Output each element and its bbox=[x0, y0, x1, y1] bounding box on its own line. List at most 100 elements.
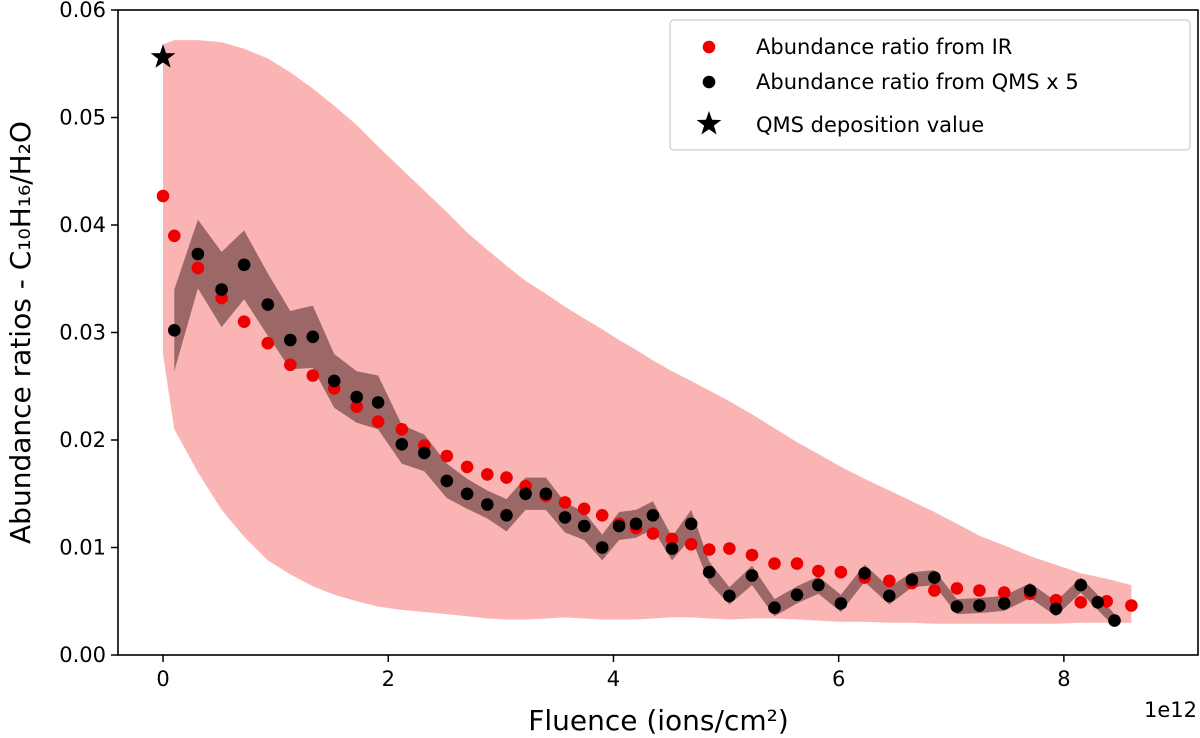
qms-point bbox=[883, 589, 896, 603]
qms-point bbox=[1091, 596, 1104, 609]
qms-point bbox=[371, 396, 385, 409]
y-tick-label: 0.06 bbox=[59, 0, 106, 22]
ir-point bbox=[595, 509, 609, 522]
qms-uncertainty-band bbox=[174, 219, 1115, 627]
qms-point bbox=[997, 597, 1011, 610]
qms-point bbox=[261, 298, 275, 311]
qms-point bbox=[1023, 584, 1037, 597]
x-tick-label: 4 bbox=[607, 667, 620, 691]
ir-point bbox=[284, 358, 297, 372]
legend: Abundance ratio from IR Abundance ratio … bbox=[669, 19, 1191, 151]
ir-point bbox=[371, 415, 385, 429]
ir-uncertainty-band bbox=[163, 40, 1132, 624]
qms-point bbox=[519, 487, 532, 501]
qms-point bbox=[790, 588, 804, 602]
ir-point bbox=[395, 423, 409, 436]
ir-point bbox=[1074, 596, 1088, 609]
ir-point bbox=[928, 584, 941, 597]
ir-point bbox=[997, 586, 1011, 599]
ir-point bbox=[973, 584, 986, 597]
x-tick-label: 8 bbox=[1057, 667, 1070, 691]
qms-point bbox=[612, 519, 626, 533]
qms-point bbox=[191, 247, 205, 261]
qms-point bbox=[558, 511, 572, 524]
qms-point bbox=[950, 600, 964, 613]
qms-point bbox=[973, 599, 986, 612]
qms-point bbox=[395, 438, 409, 451]
y-tick-label: 0.02 bbox=[59, 428, 106, 452]
qms-point bbox=[684, 517, 698, 531]
y-tick-label: 0.00 bbox=[59, 643, 106, 667]
qms-point bbox=[834, 597, 848, 610]
qms-point bbox=[702, 565, 716, 579]
ir-point bbox=[261, 336, 275, 350]
qms-point bbox=[1108, 614, 1121, 627]
x-axis-offset-label: 1e12 bbox=[1144, 698, 1197, 722]
qms-point bbox=[745, 569, 759, 582]
qms-point bbox=[481, 498, 494, 511]
legend-label-ir: Abundance ratio from IR bbox=[756, 35, 1012, 59]
ir-point bbox=[460, 460, 474, 474]
qms-point bbox=[215, 283, 228, 296]
ir-point bbox=[834, 565, 848, 579]
y-tick-label: 0.05 bbox=[59, 106, 106, 130]
qms-point bbox=[350, 390, 364, 404]
ir-point bbox=[558, 496, 572, 509]
qms-point bbox=[1074, 578, 1088, 592]
ir-point bbox=[745, 548, 759, 562]
ir-point bbox=[237, 315, 251, 329]
ir-point bbox=[156, 189, 170, 203]
qms-point bbox=[306, 330, 320, 344]
qms-point bbox=[1049, 602, 1063, 616]
qms-point bbox=[539, 487, 553, 501]
deposition-star bbox=[150, 44, 176, 68]
qms-point bbox=[665, 542, 679, 555]
qms-point bbox=[284, 333, 297, 347]
uncertainty-bands bbox=[163, 40, 1132, 627]
x-tick-label: 0 bbox=[156, 667, 169, 691]
ir-point bbox=[440, 449, 454, 463]
ir-point bbox=[646, 527, 660, 540]
qms-point bbox=[595, 541, 609, 554]
ir-point bbox=[168, 229, 181, 243]
qms-point bbox=[928, 571, 941, 584]
x-axis-label: Fluence (ions/cm²) bbox=[528, 704, 789, 737]
ir-point bbox=[883, 574, 896, 588]
ir-point bbox=[577, 502, 591, 516]
ir-point bbox=[950, 582, 964, 595]
legend-marker-ir bbox=[702, 40, 716, 54]
ir-point bbox=[790, 557, 804, 570]
ir-point bbox=[481, 468, 494, 481]
qms-point bbox=[237, 258, 251, 272]
ir-point bbox=[500, 471, 513, 484]
y-axis-label: Abundance ratios - C₁₀H₁₆/H₂O bbox=[4, 121, 37, 544]
qms-point bbox=[168, 324, 181, 337]
ir-point bbox=[665, 532, 679, 546]
x-tick-label: 6 bbox=[832, 667, 845, 691]
legend-box bbox=[669, 19, 1191, 151]
qms-point bbox=[418, 446, 431, 460]
ir-point bbox=[723, 542, 736, 555]
ir-point bbox=[350, 400, 364, 414]
ir-point bbox=[1125, 599, 1138, 612]
qms-point bbox=[440, 474, 454, 488]
qms-point bbox=[500, 509, 513, 522]
qms-point bbox=[858, 567, 871, 580]
ir-point bbox=[191, 261, 205, 275]
qms-point bbox=[646, 509, 660, 522]
y-tick-label: 0.04 bbox=[59, 213, 106, 237]
legend-marker-qms bbox=[702, 75, 716, 89]
ir-point bbox=[684, 538, 698, 551]
qms-point bbox=[327, 374, 341, 388]
axis-ticks: 0 2 4 6 8 0.00 0.01 0.02 0.03 0.04 0.05 0.06 bbox=[59, 0, 1070, 691]
qms-point bbox=[905, 573, 919, 587]
qms-point bbox=[577, 519, 591, 533]
qms-point bbox=[812, 578, 825, 592]
qms-point bbox=[723, 589, 736, 603]
qms-point bbox=[460, 487, 474, 501]
ir-point bbox=[306, 369, 320, 382]
y-tick-label: 0.03 bbox=[59, 321, 106, 345]
qms-point bbox=[768, 601, 781, 614]
y-tick-label: 0.01 bbox=[59, 536, 106, 560]
